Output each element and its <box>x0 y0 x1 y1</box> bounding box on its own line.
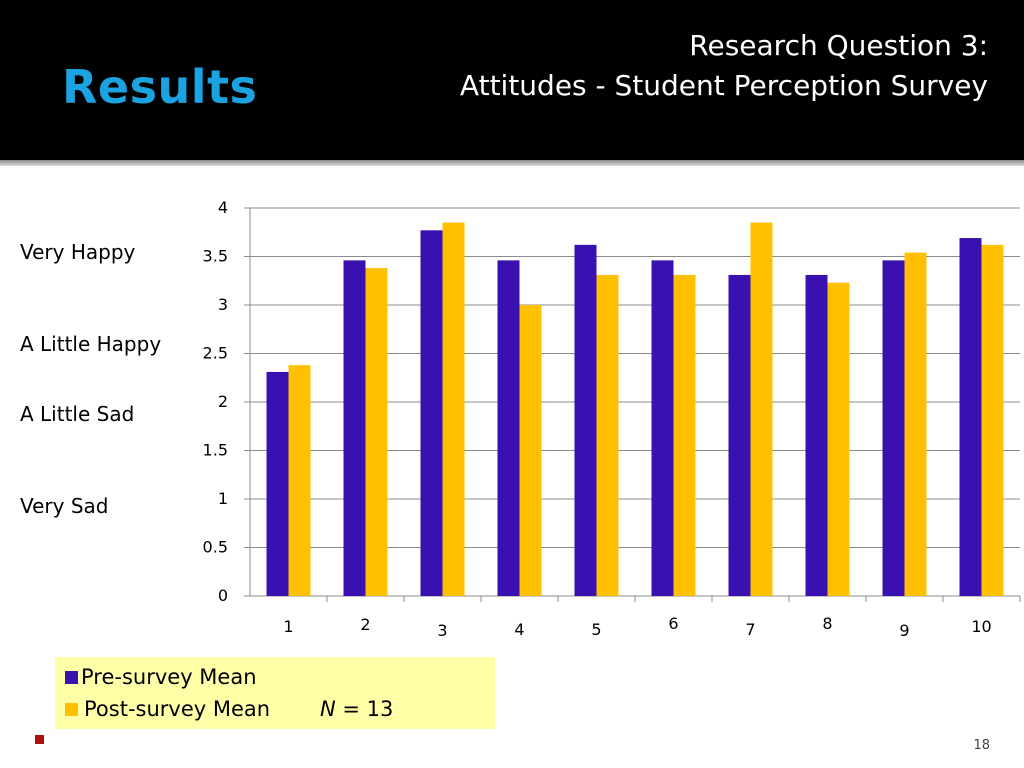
slide-subtitle: Research Question 3: Attitudes - Student… <box>460 26 988 106</box>
post-survey-bar <box>981 244 1004 597</box>
page-number: 18 <box>973 738 990 753</box>
post-survey-bar <box>904 252 927 596</box>
post-survey-bar <box>519 305 542 596</box>
pre-survey-bar <box>343 260 366 596</box>
legend-label-pre: Pre-survey Mean <box>81 665 257 689</box>
scale-label-little-sad: A Little Sad <box>20 402 135 426</box>
pre-survey-bar <box>574 244 597 597</box>
n-symbol: N <box>320 697 336 721</box>
post-survey-bar <box>288 365 311 596</box>
pre-swatch <box>65 670 78 684</box>
bullet-marker <box>35 735 44 744</box>
y-tick-label: 0.5 <box>203 538 228 557</box>
scale-label-little-happy: A Little Happy <box>20 332 162 356</box>
bar-chart: 0 0.5 1 1.5 2 2.5 3 3.5 4 1 2 3 4 5 6 7 8 9 10 <box>203 198 1021 640</box>
sample-size-note: N = 13 <box>320 697 393 721</box>
post-swatch <box>65 702 78 716</box>
subtitle-line-1: Research Question 3: <box>689 29 988 62</box>
y-tick-label: 2.5 <box>203 344 228 363</box>
legend-label-post: Post-survey Mean <box>84 697 271 721</box>
pre-survey-bar <box>728 274 751 596</box>
post-survey-bar <box>596 274 619 596</box>
x-tick-label: 3 <box>437 621 447 640</box>
y-tick-label: 0 <box>218 586 228 605</box>
pre-survey-bar <box>266 371 289 596</box>
n-value: = 13 <box>335 697 394 721</box>
post-survey-bar <box>365 268 388 596</box>
x-tick-label: 8 <box>822 614 832 633</box>
y-tick-label: 1 <box>218 489 228 508</box>
post-survey-bar <box>673 274 696 596</box>
pre-survey-bar <box>497 260 520 596</box>
y-tick-label: 3 <box>218 295 228 314</box>
slide-header: Results Research Question 3: Attitudes -… <box>0 0 1024 160</box>
legend-item-post: Post-survey Mean <box>65 697 270 721</box>
y-tick-label: 1.5 <box>203 441 228 460</box>
y-tick-label: 3.5 <box>203 247 228 266</box>
pre-survey-bar <box>805 274 828 596</box>
scale-label-very-sad: Very Sad <box>20 494 109 518</box>
x-tick-label: 9 <box>899 621 909 640</box>
x-tick-label: 1 <box>283 617 293 636</box>
y-tick-label: 4 <box>218 198 228 217</box>
pre-survey-bar <box>959 238 982 596</box>
legend-item-pre: Pre-survey Mean <box>65 665 257 689</box>
post-survey-bar <box>827 282 850 596</box>
header-divider <box>0 160 1024 166</box>
x-tick-label: 6 <box>668 614 678 633</box>
post-survey-bar <box>442 222 465 597</box>
pre-survey-bar <box>651 260 674 596</box>
x-tick-label: 4 <box>514 620 524 639</box>
x-tick-label: 10 <box>971 617 991 636</box>
slide-title: Results <box>62 60 258 114</box>
x-tick-label: 2 <box>360 615 370 634</box>
chart-legend: Pre-survey Mean Post-survey Mean N = 13 <box>55 657 495 729</box>
x-tick-label: 5 <box>591 620 601 639</box>
subtitle-line-2: Attitudes - Student Perception Survey <box>459 69 988 102</box>
pre-survey-bar <box>420 230 443 596</box>
post-survey-bar <box>750 222 773 597</box>
pre-survey-bar <box>882 260 905 596</box>
y-tick-label: 2 <box>218 392 228 411</box>
x-tick-label: 7 <box>745 620 755 639</box>
scale-label-very-happy: Very Happy <box>20 240 136 264</box>
